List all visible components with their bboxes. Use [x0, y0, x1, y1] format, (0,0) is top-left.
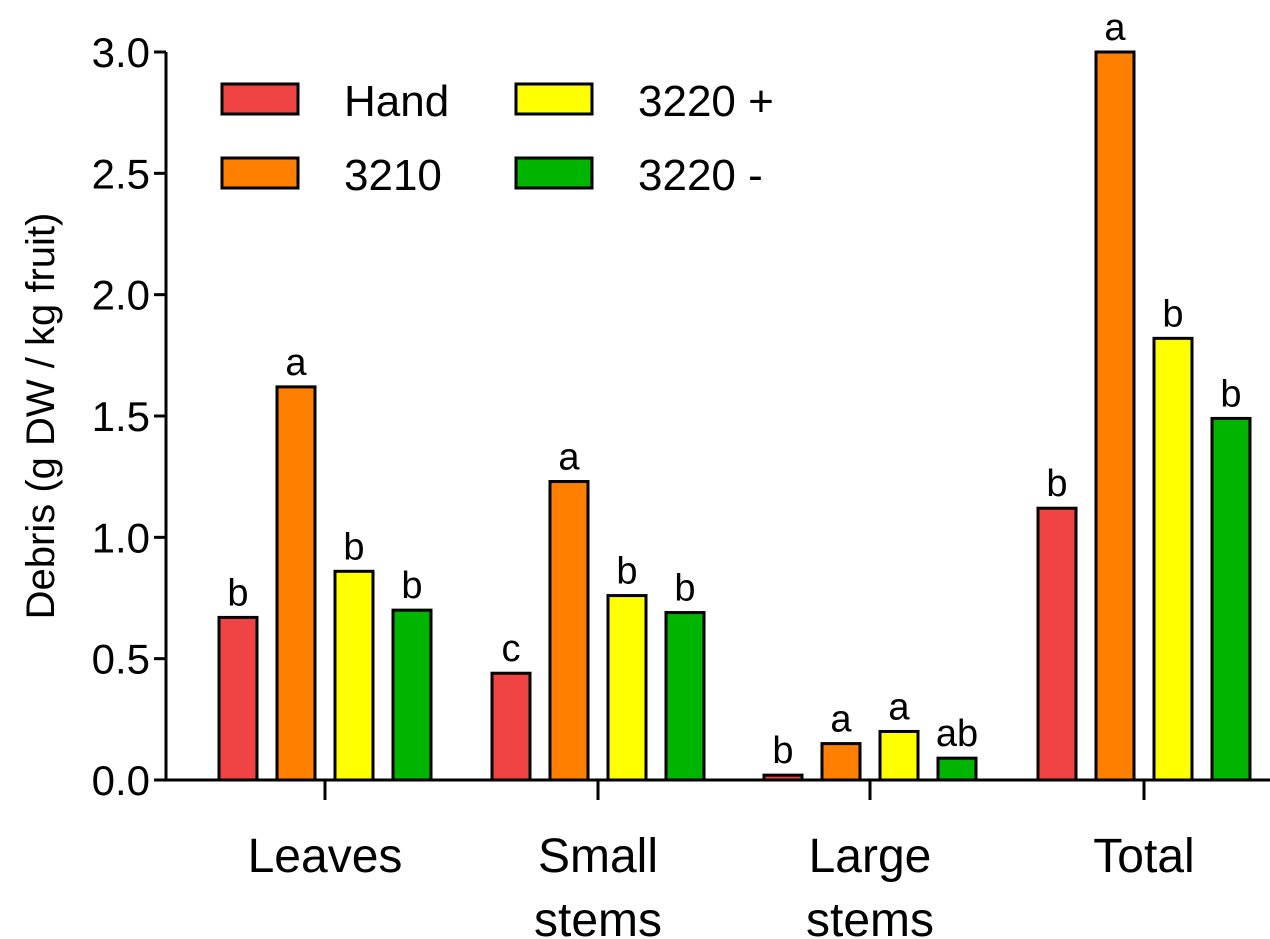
y-axis-title: Debris (g DW / kg fruit): [19, 213, 63, 620]
bar: [762, 773, 804, 782]
bar-significance-label: b: [1220, 373, 1241, 415]
bar-significance-label: b: [616, 551, 637, 593]
legend-swatch: [220, 156, 300, 190]
y-tick-label: 2.5: [92, 150, 150, 197]
legend: Hand 3210 3220 + 3220 -: [220, 77, 774, 200]
bar-significance-label: b: [674, 568, 695, 610]
x-tick-label: stems: [534, 894, 662, 939]
bar: [664, 611, 706, 782]
bar: [606, 594, 648, 782]
bar-significance-label: b: [227, 572, 248, 614]
bar: [1094, 50, 1136, 782]
y-tick-label: 3.0: [92, 29, 150, 76]
x-tick-label: Large: [809, 830, 932, 883]
legend-label: Hand: [344, 77, 449, 126]
bar-significance-label: b: [1046, 463, 1067, 505]
bar: [275, 385, 317, 782]
bar-significance-label: a: [888, 686, 910, 728]
bar: [1152, 336, 1194, 782]
bars: [217, 50, 1252, 782]
bar-significance-label: b: [1162, 293, 1183, 335]
legend-label: 3210: [344, 151, 442, 200]
bar-significance-label: ab: [936, 713, 978, 755]
bar-significance-label: a: [830, 699, 852, 741]
x-axis: Leaves Small stems Large stems Total: [166, 778, 1270, 939]
bar: [217, 615, 259, 782]
bar-significance-label: b: [401, 565, 422, 607]
y-tick-label: 0.0: [92, 757, 150, 804]
legend-swatch: [514, 82, 594, 116]
y-tick-label: 1.5: [92, 393, 150, 440]
bar-significance-label: b: [343, 526, 364, 568]
y-axis: 0.0 0.5 1.0 1.5 2.0 2.5 3.0: [92, 29, 168, 804]
x-tick-label: Small: [538, 830, 658, 883]
y-tick-label: 1.0: [92, 514, 150, 561]
bar: [490, 671, 532, 782]
bar: [333, 569, 375, 782]
bar-significance-label: a: [1104, 7, 1126, 49]
y-tick-label: 2.0: [92, 272, 150, 319]
legend-swatch: [220, 82, 300, 116]
legend-label: 3220 -: [638, 151, 763, 200]
bar: [936, 756, 978, 782]
bar-significance-label: a: [558, 437, 580, 479]
x-tick-label: stems: [806, 894, 934, 939]
bar-significance-label: b: [772, 730, 793, 772]
bar: [1036, 506, 1078, 782]
bar: [391, 608, 433, 782]
bar: [1210, 416, 1252, 782]
y-tick-label: 0.5: [92, 636, 150, 683]
bar: [820, 742, 862, 782]
bar-significance-label: a: [285, 342, 307, 384]
x-tick-label: Leaves: [248, 830, 403, 883]
bar: [878, 729, 920, 782]
bar: [548, 480, 590, 782]
legend-swatch: [514, 156, 594, 190]
legend-label: 3220 +: [638, 77, 774, 126]
bar-significance-label: c: [502, 628, 521, 670]
x-tick-label: Total: [1093, 830, 1194, 883]
